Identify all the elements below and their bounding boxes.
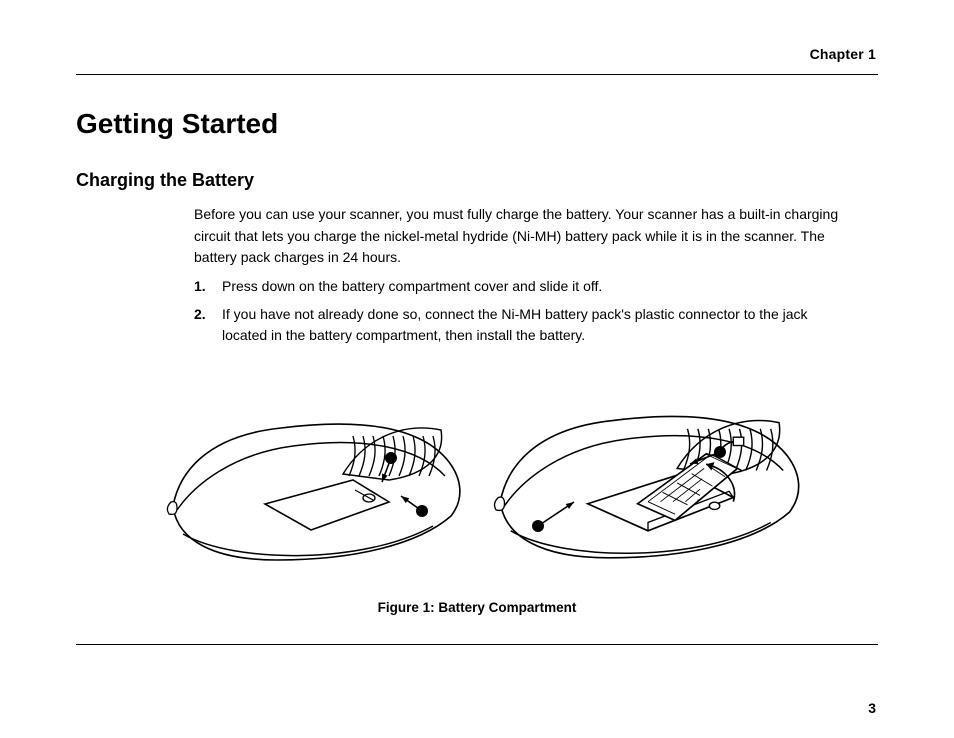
callout-dot (532, 520, 544, 532)
rule-bottom (76, 644, 878, 645)
step-text: If you have not already done so, connect… (222, 304, 854, 347)
figure-drawing (128, 376, 828, 578)
intro-paragraph: Before you can use your scanner, you mus… (194, 204, 854, 269)
step-number: 2. (194, 304, 222, 347)
callout-dot (416, 505, 428, 517)
page-number: 3 (868, 700, 876, 716)
callout-dot (714, 446, 726, 458)
chapter-label: Chapter 1 (810, 46, 876, 62)
step-item: 1. Press down on the battery compartment… (194, 276, 854, 298)
page-title: Getting Started (76, 108, 278, 140)
figure (128, 376, 828, 578)
step-text: Press down on the battery compartment co… (222, 276, 854, 298)
figure-caption: Figure 1: Battery Compartment (0, 600, 954, 615)
step-number: 1. (194, 276, 222, 298)
callout-dot (385, 452, 397, 464)
device-right (494, 416, 798, 557)
step-item: 2. If you have not already done so, conn… (194, 304, 854, 347)
step-list: 1. Press down on the battery compartment… (194, 276, 854, 353)
section-heading: Charging the Battery (76, 170, 254, 191)
rule-top (76, 74, 878, 75)
device-left (167, 424, 459, 560)
